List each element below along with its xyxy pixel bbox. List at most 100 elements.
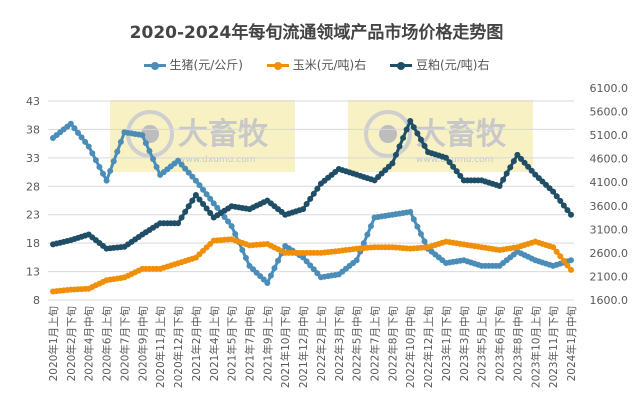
data-point-2 — [389, 160, 396, 167]
x-tick-label: 2023年6月下旬 — [494, 306, 507, 381]
legend-label: 豆粕(元/吨)右 — [416, 58, 490, 72]
y-left-tick-label: 28 — [26, 180, 40, 193]
legend-swatch — [143, 61, 166, 70]
x-tick-label: 2022年10月中旬 — [404, 306, 417, 388]
data-point-2 — [178, 214, 185, 221]
data-point-2 — [457, 172, 464, 179]
x-tick-label: 2022年5月中旬 — [351, 306, 364, 381]
data-point-2 — [182, 208, 189, 215]
data-point-0 — [417, 231, 424, 238]
x-tick-label: 2022年7月上旬 — [369, 306, 382, 381]
data-point-2 — [453, 168, 460, 175]
data-point-0 — [200, 186, 207, 193]
data-point-1 — [564, 262, 571, 269]
data-point-0 — [92, 157, 99, 164]
data-point-0 — [203, 191, 210, 198]
watermark-logo-icon — [379, 125, 397, 143]
data-point-0 — [146, 148, 153, 155]
data-point-0 — [225, 218, 232, 225]
y-right-tick-label: 5600.0 — [590, 106, 629, 119]
data-point-2 — [568, 211, 574, 218]
data-point-2 — [550, 188, 557, 195]
data-point-0 — [110, 158, 117, 165]
data-point-2 — [410, 124, 417, 131]
data-point-1 — [550, 244, 557, 251]
data-point-2 — [442, 154, 449, 161]
data-point-2 — [300, 206, 307, 213]
data-point-2 — [528, 167, 535, 174]
x-tick-label: 2022年8月下旬 — [386, 306, 399, 381]
x-tick-label: 2020年4月中旬 — [83, 306, 96, 381]
legend-item-pig[interactable]: 生猪(元/公斤) — [143, 56, 243, 73]
x-tick-label: 2021年9月上旬 — [261, 306, 274, 381]
x-tick-label: 2024年1月中旬 — [565, 306, 578, 381]
y-right-tick-label: 3600.0 — [590, 200, 629, 213]
data-point-0 — [221, 213, 228, 220]
data-point-0 — [232, 231, 239, 238]
y-right-tick-label: 2100.0 — [590, 270, 629, 283]
legend: 生猪(元/公斤) 玉米(元/吨)右 豆粕(元/吨)右 — [0, 56, 633, 73]
data-point-0 — [82, 138, 89, 145]
data-point-2 — [303, 200, 310, 207]
data-point-0 — [114, 148, 121, 155]
data-point-0 — [210, 200, 217, 207]
legend-label: 生猪(元/公斤) — [169, 58, 243, 72]
y-left-tick-label: 23 — [26, 209, 40, 222]
legend-item-soymeal[interactable]: 豆粕(元/吨)右 — [390, 56, 489, 73]
data-point-2 — [185, 203, 192, 210]
data-point-0 — [242, 254, 249, 261]
data-point-2 — [200, 200, 207, 207]
data-point-2 — [175, 220, 182, 227]
data-point-0 — [182, 165, 189, 172]
y-right-tick-label: 4600.0 — [590, 153, 629, 166]
data-point-1 — [557, 253, 564, 260]
data-point-2 — [503, 170, 510, 177]
x-tick-label: 2020年11月上旬 — [154, 306, 167, 388]
x-tick-label: 2021年7月中旬 — [243, 306, 256, 381]
data-point-2 — [203, 205, 210, 212]
legend-swatch — [266, 61, 289, 70]
data-point-0 — [307, 262, 314, 269]
legend-item-corn[interactable]: 玉米(元/吨)右 — [266, 56, 366, 73]
data-point-2 — [446, 159, 453, 166]
data-point-2 — [307, 195, 314, 202]
data-point-0 — [178, 161, 185, 168]
data-point-0 — [214, 204, 221, 211]
data-point-2 — [510, 158, 517, 165]
data-point-0 — [364, 231, 371, 238]
data-point-2 — [400, 134, 407, 141]
data-point-0 — [264, 279, 271, 286]
data-point-2 — [557, 197, 564, 204]
x-tick-label: 2023年5月上旬 — [476, 306, 489, 381]
data-point-0 — [360, 240, 367, 247]
y-left-tick-label: 8 — [33, 294, 40, 307]
data-point-0 — [414, 223, 421, 230]
y-left-tick-label: 18 — [26, 237, 40, 250]
watermark-brand: 大畜牧 — [416, 117, 507, 152]
y-right-tick-label: 4100.0 — [590, 176, 629, 189]
data-point-0 — [314, 270, 321, 277]
x-tick-label: 2022年3月下旬 — [333, 306, 346, 381]
data-point-0 — [271, 265, 278, 272]
data-point-0 — [310, 266, 317, 273]
x-tick-label: 2020年1月上旬 — [47, 306, 60, 381]
watermark-logo-icon — [364, 110, 412, 158]
y-right-tick-label: 6100.0 — [590, 82, 629, 95]
data-point-0 — [107, 167, 114, 174]
x-tick-label: 2023年3月中旬 — [458, 306, 471, 381]
x-tick-label: 2021年12月中旬 — [297, 306, 310, 388]
data-point-0 — [185, 169, 192, 176]
data-point-0 — [139, 132, 146, 139]
x-tick-label: 2023年10月上旬 — [529, 306, 542, 388]
data-point-1 — [560, 257, 567, 264]
data-point-0 — [67, 120, 74, 127]
data-point-2 — [207, 210, 214, 217]
y-left-tick-label: 43 — [26, 95, 40, 108]
data-point-0 — [410, 216, 417, 223]
x-tick-label: 2021年4月上旬 — [208, 306, 221, 381]
chart-title: 2020-2024年每旬流通领域产品市场价格走势图 — [129, 23, 504, 43]
data-point-2 — [564, 207, 571, 214]
y-right-tick-label: 1600.0 — [590, 294, 629, 307]
